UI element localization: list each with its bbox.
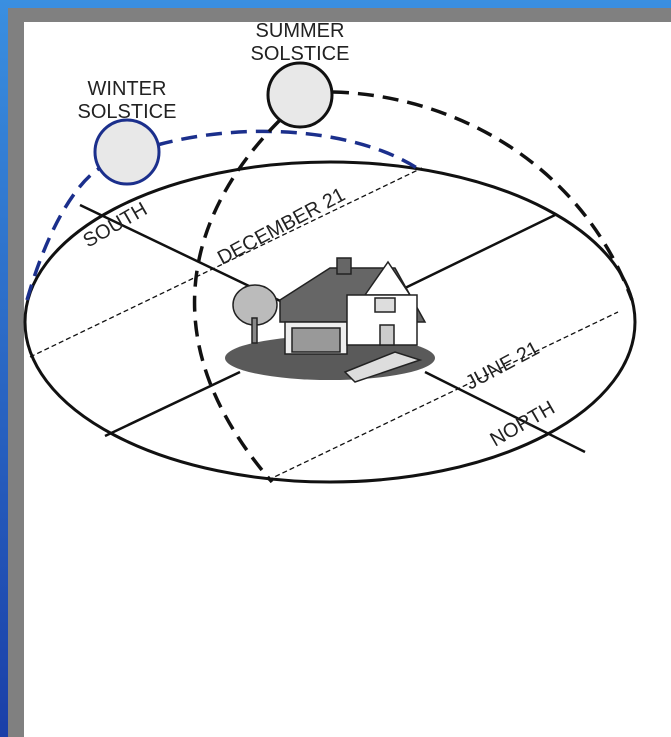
chimney (337, 258, 351, 274)
garage-door (292, 328, 340, 352)
door (380, 325, 394, 345)
trunk (252, 318, 257, 343)
label: SOLSTICE (78, 101, 177, 123)
label: WINTER (88, 78, 167, 100)
summer-sun (268, 63, 332, 127)
label: SOLSTICE (251, 43, 350, 65)
window (375, 298, 395, 312)
slide: SUMMER SOLSTICE WINTER SOLSTICE SOUTH DE… (0, 0, 671, 737)
winter-sun (95, 120, 159, 184)
label: SUMMER (256, 20, 345, 42)
frame-left (8, 8, 24, 737)
